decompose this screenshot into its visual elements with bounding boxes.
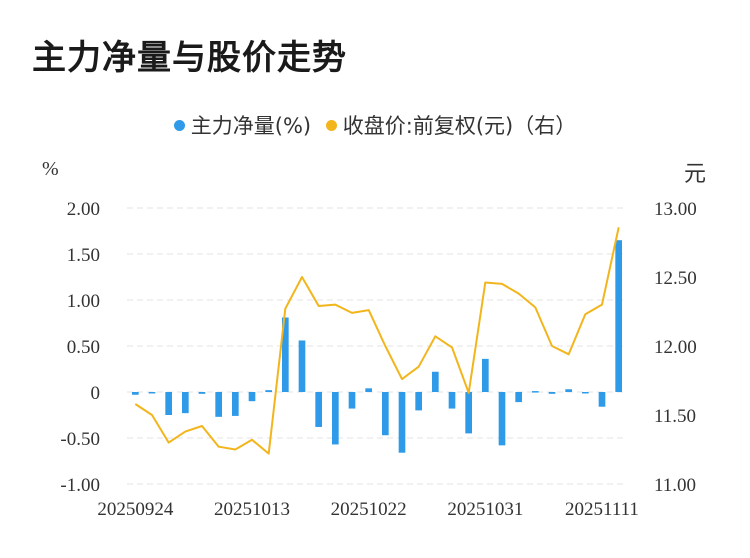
bar-main-net [248,392,256,402]
bar-main-net [582,392,589,394]
y-right-tick-label: 11.00 [654,475,696,496]
legend-dot-main-net [173,119,185,131]
legend-label-main-net: 主力净量(%) [190,114,312,138]
legend-label-close-price: 收盘价:前复权(元)（右） [342,114,577,138]
y-right-tick-label: 12.50 [654,268,697,289]
bar-main-net [265,390,272,392]
chart-title: 主力净量与股价走势 [32,38,347,78]
bar-main-net [315,392,322,427]
legend-item-close-price[interactable]: 收盘价:前复权(元)（右） [325,110,577,140]
bar-main-net [365,388,372,392]
y-left-tick-label: -0.50 [60,429,100,450]
bar-main-net [398,392,406,453]
line-close-price [134,227,620,455]
bar-main-net [215,392,222,417]
bar-main-net [515,392,522,403]
x-tick-label: 20251013 [214,499,290,520]
bar-main-net [298,340,306,392]
bar-main-net [615,240,622,392]
bar-main-net [148,392,156,394]
left-axis-unit: % [42,158,59,180]
bar-main-net [132,392,139,395]
bar-main-net [498,392,506,446]
bar-main-net [448,392,456,409]
y-left-tick-label: 0 [91,383,101,404]
bar-main-net [598,392,606,407]
bar-main-net [548,392,556,394]
bar-main-net [282,317,289,392]
x-tick-label: 20251022 [331,499,407,520]
legend-item-main-net[interactable]: 主力净量(%) [173,110,312,140]
bar-main-net [348,392,356,409]
y-right-tick-label: 11.50 [654,406,696,427]
bar-main-net [415,392,422,411]
y-right-tick-label: 13.00 [654,199,697,220]
bar-main-net [198,392,206,394]
right-axis-unit: 元 [684,162,707,187]
x-tick-label: 20250924 [97,499,174,520]
bar-main-net [482,358,489,392]
bar-main-net [332,392,339,445]
bar-main-net [382,392,389,436]
bar-main-net [232,392,239,416]
y-left-tick-label: 2.00 [67,199,100,220]
legend: 主力净量(%) 收盘价:前复权(元)（右） [0,110,750,140]
y-left-tick-label: 0.50 [67,337,100,358]
bar-main-net [465,392,472,434]
y-left-tick-label: 1.50 [67,245,100,266]
bar-main-net [182,392,189,414]
y-left-tick-label: -1.00 [60,475,100,496]
y-right-tick-label: 12.00 [654,337,697,358]
bar-main-net [165,392,172,415]
y-left-tick-label: 1.00 [67,291,100,312]
bar-main-net [565,389,572,392]
bar-main-net [532,391,539,393]
bar-main-net [432,371,439,392]
x-tick-label: 20251031 [447,499,523,520]
legend-dot-close-price [325,119,337,131]
x-tick-label: 20251111 [565,499,639,520]
